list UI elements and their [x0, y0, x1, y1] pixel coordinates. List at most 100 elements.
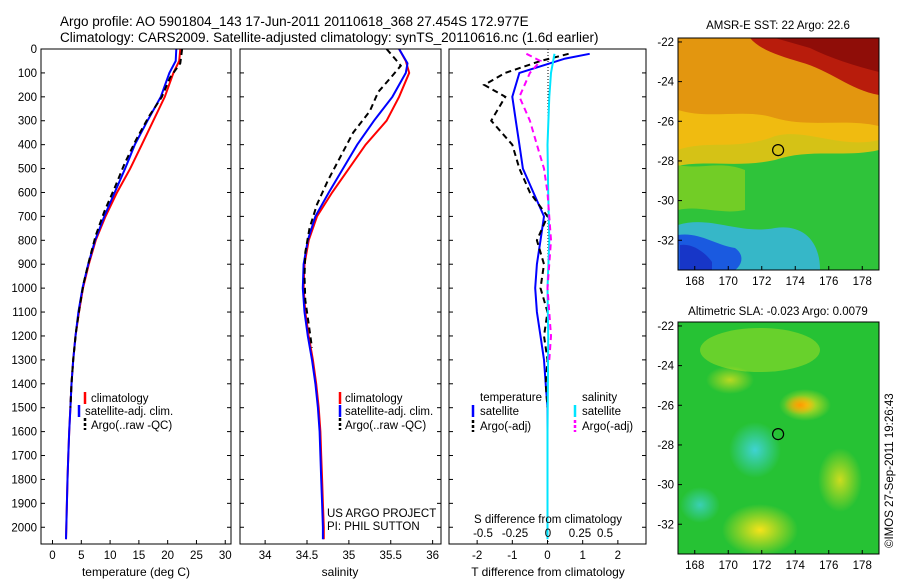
- y-tick-label: 900: [18, 259, 37, 271]
- y-tick-label: 500: [18, 164, 37, 176]
- map-y-tick-label: -32: [657, 235, 674, 247]
- project-line1: US ARGO PROJECT: [327, 508, 436, 520]
- y-tick-label: 600: [18, 187, 37, 199]
- map-x-tick-label: 170: [719, 276, 738, 288]
- map-y-tick-label: -32: [657, 519, 674, 531]
- x-tick-label: -1: [507, 550, 517, 562]
- series-temperature-argo-adj: [482, 52, 569, 408]
- difference-series: [482, 52, 590, 540]
- legend-title-salinity: salinity: [582, 392, 617, 404]
- sla-argo-marker: [771, 428, 785, 441]
- map-y-tick-label: -30: [657, 480, 674, 492]
- x-tick-label: 36: [426, 550, 439, 562]
- s-tick-label: 0.5: [597, 528, 613, 540]
- difference-x-ticks: -2 -1 0 1 2: [472, 540, 621, 562]
- sst-yellow-band: [678, 110, 879, 166]
- salinity-series: [301, 48, 411, 540]
- temperature-axes-frame: [40, 48, 232, 545]
- depth-y-ticks: 0 100 200 300 400 500 600 700 800 900 1000 1100 1200…: [11, 44, 231, 534]
- sst-x-ticks: 168 170 172 174 176 178: [685, 266, 872, 288]
- map-x-tick-label: 176: [819, 276, 838, 288]
- imos-stamp: ©IMOS 27-Sep-2011 19:26:43: [884, 393, 896, 548]
- x-tick-label: 35.5: [380, 550, 402, 562]
- series-argo-raw-qc: [69, 48, 184, 408]
- y-tick-label: 400: [18, 140, 37, 152]
- y-tick-label: 700: [18, 211, 37, 223]
- sla-yellow-patch-3: [818, 448, 862, 512]
- salinity-x-ticks: 34 34.5 35 35.5 36: [259, 540, 439, 562]
- difference-y-ticks: [449, 48, 646, 528]
- x-tick-label: 10: [104, 550, 117, 562]
- legend-label-sal-argo: Argo(-adj): [582, 421, 633, 433]
- map-y-tick-label: -26: [657, 400, 674, 412]
- x-tick-label: -2: [472, 550, 482, 562]
- map-x-tick-label: 178: [853, 276, 872, 288]
- s-tick-label: -0.5: [473, 528, 493, 540]
- legend-label-temp-satellite: satellite: [480, 406, 519, 418]
- difference-xlabel: T difference from climatology: [471, 565, 625, 579]
- x-tick-label: 25: [190, 550, 203, 562]
- map-x-tick-label: 172: [752, 276, 771, 288]
- map-y-tick-label: -22: [657, 37, 674, 49]
- sla-yellow-south: [722, 504, 798, 554]
- s-tick-label: -0.25: [502, 528, 528, 540]
- temperature-x-ticks: 0 5 10 15 20 25 30: [49, 540, 232, 562]
- salinity-axes-frame: [239, 48, 442, 545]
- header-line2: Climatology: CARS2009. Satellite-adjuste…: [60, 30, 599, 45]
- project-line2: PI: PHIL SUTTON: [327, 521, 420, 533]
- map-x-tick-label: 178: [853, 560, 872, 572]
- sst-y-ticks: -22 -24 -26 -28 -30 -32: [657, 37, 682, 247]
- y-tick-label: 0: [31, 44, 37, 56]
- series-salinity-argo-adj: [518, 52, 553, 360]
- legend-label-satellite: satellite-adj. clim.: [85, 406, 173, 418]
- y-tick-label: 300: [18, 116, 37, 128]
- y-tick-label: 1500: [11, 403, 37, 415]
- difference-xlabel-top: S difference from climatology: [474, 514, 622, 526]
- salinity-panel: 34 34.5 35 35.5 36 salinity climatology sate…: [239, 48, 442, 579]
- series-temperature-satellite: [511, 52, 590, 456]
- y-tick-label: 2000: [11, 522, 37, 534]
- map-x-tick-label: 172: [752, 560, 771, 572]
- x-tick-label: 20: [161, 550, 174, 562]
- legend-label-sal-satellite: satellite: [582, 406, 621, 418]
- x-tick-label: 0: [544, 550, 550, 562]
- legend-label-climatology: climatology: [91, 393, 149, 405]
- y-tick-label: 1800: [11, 474, 37, 486]
- sla-map-title: Altimetric SLA: -0.023 Argo: 0.0079: [688, 306, 868, 318]
- sla-y-ticks: -22 -24 -26 -28 -30 -32: [657, 321, 682, 531]
- sst-deepblue-region: [680, 244, 712, 270]
- y-tick-label: 1900: [11, 498, 37, 510]
- y-tick-label: 1100: [12, 307, 37, 319]
- map-x-tick-label: 174: [786, 276, 806, 288]
- temperature-series: [65, 48, 184, 540]
- map-y-tick-label: -22: [657, 321, 674, 333]
- legend-label-satellite: satellite-adj. clim.: [345, 406, 433, 418]
- sst-map: [678, 38, 879, 270]
- map-y-tick-label: -28: [657, 156, 674, 168]
- temperature-xlabel: temperature (deg C): [82, 565, 190, 579]
- sla-x-ticks: 168 170 172 174 176 178: [685, 550, 872, 572]
- x-tick-label: 34.5: [296, 550, 318, 562]
- series-satellite-adj-clim: [301, 48, 409, 540]
- sla-map-frame: [677, 321, 880, 555]
- header-line1: Argo profile: AO 5901804_143 17-Jun-2011…: [60, 14, 529, 29]
- s-tick-label: 0.25: [569, 528, 591, 540]
- map-y-tick-label: -26: [657, 116, 674, 128]
- x-tick-label: 1: [579, 550, 585, 562]
- y-tick-label: 100: [18, 68, 37, 80]
- map-x-tick-label: 168: [685, 560, 704, 572]
- map-y-tick-label: -24: [657, 361, 674, 373]
- sst-map-frame: [677, 37, 880, 271]
- salinity-xlabel: salinity: [322, 565, 359, 579]
- sst-hottest-region: [775, 38, 879, 72]
- x-tick-label: 34: [259, 550, 272, 562]
- temperature-legend: climatology satellite-adj. clim. Argo(..…: [77, 392, 173, 432]
- salinity-legend: climatology satellite-adj. clim. Argo(..…: [338, 392, 433, 432]
- x-tick-label: 5: [78, 550, 84, 562]
- sla-yellow-patch-2: [706, 366, 754, 394]
- series-argo-raw-qc: [303, 48, 403, 349]
- sst-lightgreen-patch: [678, 165, 745, 212]
- salinity-y-ticks: [240, 48, 441, 528]
- x-tick-label: 2: [615, 550, 621, 562]
